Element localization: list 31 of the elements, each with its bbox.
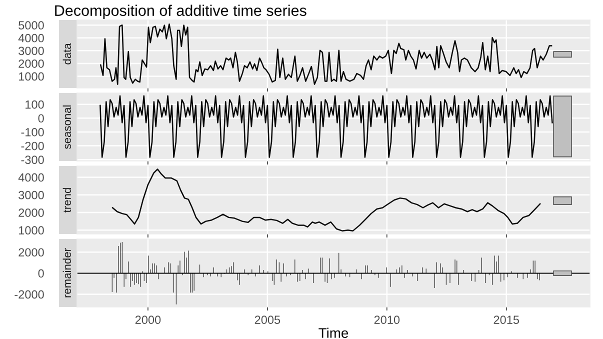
- y-tick-label: 0: [38, 269, 44, 278]
- y-tick-label: -2000: [14, 290, 44, 299]
- y-tick-label: 1000: [19, 72, 44, 81]
- y-tick-label: 2000: [18, 248, 44, 257]
- line-series: [112, 168, 541, 232]
- y-tick-label: -300: [21, 156, 44, 164]
- y-tick-label: 5000: [18, 21, 44, 30]
- y-tick-label: 100: [26, 100, 44, 109]
- y-tick-label: 3000: [18, 46, 44, 56]
- y-tick-label: 1000: [19, 226, 44, 235]
- y-tick-label: 4000: [18, 173, 44, 182]
- y-axis-title: remainder: [62, 248, 71, 298]
- y-tick-label: -200: [21, 142, 44, 150]
- y-tick-label: 2000: [18, 208, 44, 217]
- line-series: [100, 23, 552, 85]
- x-tick-label: 2015: [494, 316, 520, 324]
- y-axis-title: data: [62, 43, 71, 64]
- x-tick-label: 2005: [254, 316, 280, 324]
- x-tick-label: 2010: [374, 316, 400, 324]
- x-axis-title: Time: [318, 328, 348, 338]
- y-axis-title: seasonal: [62, 106, 71, 149]
- y-tick-label: 3000: [18, 190, 44, 200]
- y-tick-label: 0: [38, 114, 44, 123]
- y-tick-label: 2000: [18, 59, 44, 68]
- line-series: [100, 95, 553, 158]
- y-tick-label: 4000: [18, 34, 44, 42]
- x-tick-label: 2000: [135, 316, 161, 324]
- chart-title: Decomposition of additive time series: [55, 4, 306, 20]
- bar: [553, 270, 572, 276]
- y-tick-label: -100: [21, 128, 44, 136]
- y-axis-title: trend: [62, 188, 71, 212]
